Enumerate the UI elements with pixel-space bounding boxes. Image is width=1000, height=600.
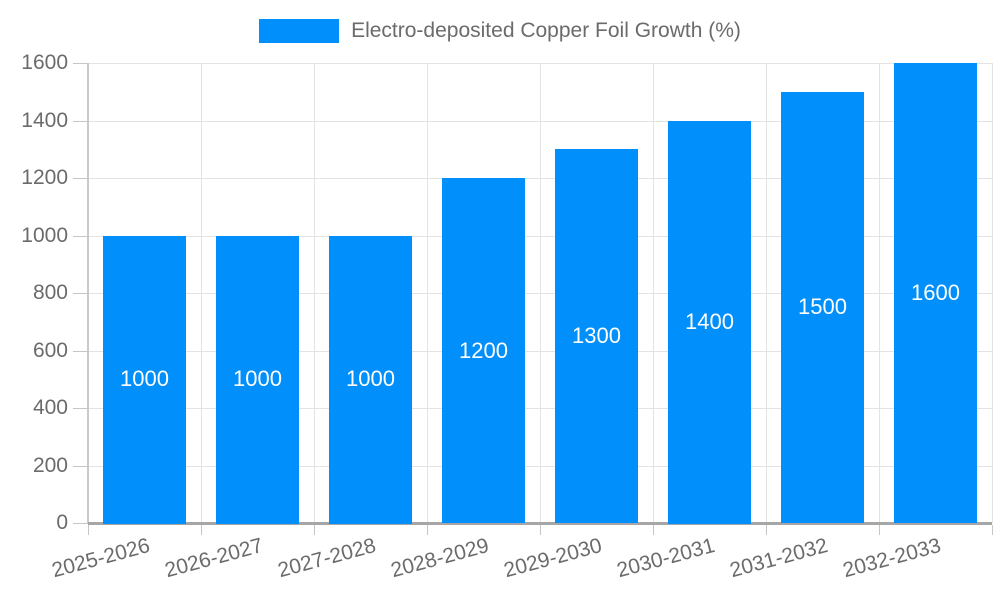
y-tick-label: 800 — [32, 281, 68, 304]
x-category-label: 2028-2029 — [387, 534, 491, 583]
x-category-label: 2029-2030 — [500, 534, 604, 583]
x-tick — [201, 525, 202, 535]
x-category-label: 2025-2026 — [48, 534, 152, 583]
x-axis-line — [88, 522, 992, 525]
x-tick — [88, 525, 89, 535]
y-axis-line — [87, 63, 89, 523]
bar-2028-2029[interactable] — [442, 178, 525, 523]
gridline-v — [879, 63, 880, 523]
x-category-label: 2032-2033 — [839, 534, 943, 583]
bar-value-label: 1300 — [572, 323, 621, 348]
y-tick — [73, 121, 88, 122]
y-tick — [73, 178, 88, 179]
y-tick — [73, 351, 88, 352]
x-category-label: 2027-2028 — [274, 534, 378, 583]
y-tick-label: 1000 — [21, 224, 68, 247]
gridline-v — [427, 63, 428, 523]
legend-item[interactable]: Electro-deposited Copper Foil Growth (%) — [0, 16, 1000, 46]
y-tick — [73, 293, 88, 294]
bar-value-label: 1000 — [346, 366, 395, 391]
gridline-v — [653, 63, 654, 523]
x-tick — [427, 525, 428, 535]
legend-swatch — [259, 19, 340, 43]
y-tick — [73, 466, 88, 467]
x-tick — [540, 525, 541, 535]
bar-2030-2031[interactable] — [668, 121, 751, 524]
y-tick-label: 200 — [32, 454, 68, 477]
bar-2031-2032[interactable] — [781, 92, 864, 523]
gridline-v — [314, 63, 315, 523]
x-tick — [766, 525, 767, 535]
y-tick-label: 1400 — [21, 109, 68, 132]
gridline-v — [992, 63, 993, 523]
y-tick-label: 0 — [56, 511, 68, 534]
gridline-v — [766, 63, 767, 523]
y-tick-label: 1200 — [21, 166, 68, 189]
y-tick — [73, 63, 88, 64]
legend-label: Electro-deposited Copper Foil Growth (%) — [351, 19, 741, 42]
gridline-v — [540, 63, 541, 523]
x-tick — [992, 525, 993, 535]
bar-2025-2026[interactable] — [103, 236, 186, 524]
gridline-v — [201, 63, 202, 523]
bar-2026-2027[interactable] — [216, 236, 299, 524]
x-category-label: 2030-2031 — [613, 534, 717, 583]
y-tick — [73, 523, 88, 524]
x-tick — [879, 525, 880, 535]
y-tick-label: 400 — [32, 396, 68, 419]
x-tick — [653, 525, 654, 535]
bar-value-label: 1500 — [798, 294, 847, 319]
y-tick-label: 600 — [32, 339, 68, 362]
x-category-label: 2026-2027 — [161, 534, 265, 583]
bar-value-label: 1400 — [685, 309, 734, 334]
x-category-label: 2031-2032 — [726, 534, 830, 583]
y-tick-label: 1600 — [21, 51, 68, 74]
x-tick — [314, 525, 315, 535]
bar-value-label: 1000 — [120, 366, 169, 391]
bar-value-label: 1000 — [233, 366, 282, 391]
bar-2032-2033[interactable] — [894, 63, 977, 523]
bar-value-label: 1600 — [911, 280, 960, 305]
bar-2027-2028[interactable] — [329, 236, 412, 524]
y-tick — [73, 408, 88, 409]
bar-value-label: 1200 — [459, 338, 508, 363]
bar-2029-2030[interactable] — [555, 149, 638, 523]
y-tick — [73, 236, 88, 237]
